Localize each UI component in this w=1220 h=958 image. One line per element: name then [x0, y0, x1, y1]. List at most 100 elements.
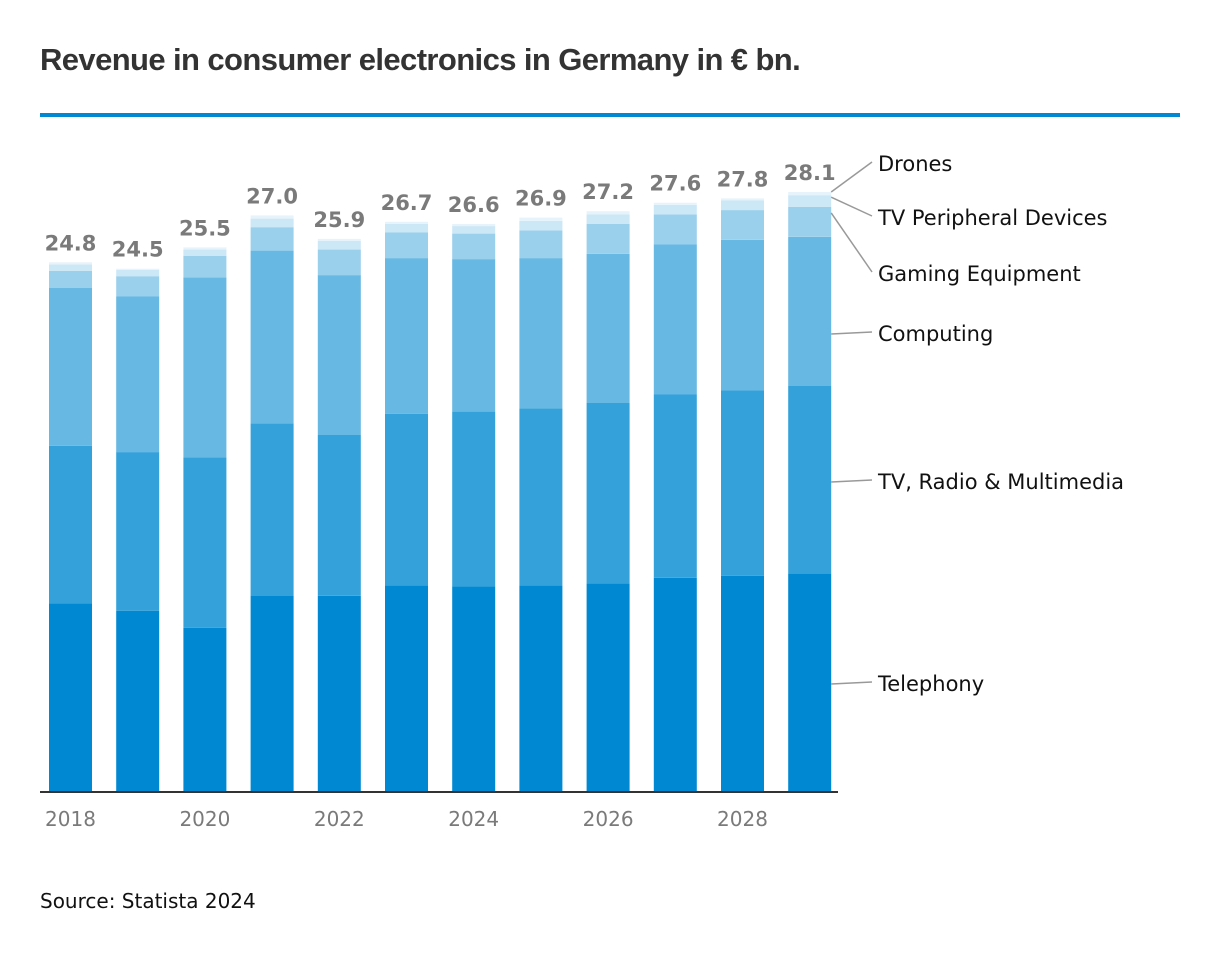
bar-segment-computing-2020 [183, 277, 227, 458]
bar-segment-tv-radio-multimedia-2020 [183, 457, 227, 628]
bar-segment-gaming-equipment-2026 [586, 224, 630, 254]
bar-segment-gaming-equipment-2023 [385, 232, 428, 259]
legend-label-computing: Computing [878, 322, 993, 346]
bar-segment-tv-peripheral-devices-2018 [49, 264, 92, 271]
bar-segment-telephony-2019 [116, 610, 160, 791]
bar-segment-gaming-equipment-2021 [250, 227, 294, 251]
bar-segment-tv-peripheral-devices-2019 [116, 269, 160, 277]
bar-segment-computing-2023 [385, 258, 428, 414]
total-label-2021: 27.0 [246, 184, 298, 208]
source-note: Source: Statista 2024 [40, 889, 256, 913]
bar-segment-computing-2019 [116, 296, 160, 453]
bar-segment-telephony-2029 [788, 573, 832, 791]
bar-segment-tv-peripheral-devices-2027 [653, 204, 697, 215]
bar-segment-telephony-2024 [452, 586, 496, 791]
bar-segment-drones-2024 [452, 224, 496, 227]
bar-segment-gaming-equipment-2019 [116, 276, 160, 297]
bar-segment-tv-radio-multimedia-2019 [116, 452, 160, 611]
legend-label-drones: Drones [878, 152, 952, 176]
bar-segment-computing-2028 [721, 240, 764, 391]
bar-segment-tv-radio-multimedia-2022 [317, 435, 361, 596]
bar-segment-telephony-2018 [49, 603, 92, 791]
bar-segment-computing-2024 [452, 259, 496, 412]
bar-segment-telephony-2027 [653, 577, 697, 791]
x-tick-label-2024: 2024 [448, 807, 499, 831]
bar-segment-tv-peripheral-devices-2026 [586, 214, 630, 224]
bar-segment-computing-2018 [49, 287, 92, 446]
bar-segment-tv-peripheral-devices-2021 [250, 218, 294, 228]
x-tick-labels-group: 2018 2020 2022 2024 2026 2028 [45, 807, 768, 831]
total-label-2018: 24.8 [45, 231, 97, 255]
bar-segment-drones-2029 [788, 192, 832, 196]
bar-segment-drones-2019 [116, 268, 160, 270]
bar-segment-drones-2023 [385, 221, 428, 224]
bar-segment-computing-2029 [788, 236, 832, 386]
total-label-2027: 27.6 [649, 172, 701, 196]
bar-segment-telephony-2021 [250, 596, 294, 791]
bar-segment-telephony-2028 [721, 575, 764, 791]
total-label-2020: 25.5 [179, 216, 231, 240]
bar-segment-tv-peripheral-devices-2023 [385, 224, 428, 233]
bar-segment-gaming-equipment-2018 [49, 270, 92, 288]
bar-segment-gaming-equipment-2025 [519, 230, 563, 259]
bar-segment-drones-2021 [250, 215, 294, 219]
x-tick-label-2018: 2018 [45, 807, 96, 831]
bar-segment-tv-radio-multimedia-2029 [788, 386, 832, 574]
bar-segment-tv-peripheral-devices-2024 [452, 226, 496, 234]
title-divider [40, 113, 1180, 117]
x-tick-label-2022: 2022 [314, 807, 365, 831]
total-label-2025: 26.9 [515, 187, 567, 211]
total-label-2019: 24.5 [112, 238, 164, 262]
bar-segment-tv-radio-multimedia-2028 [721, 390, 764, 576]
bar-segment-tv-radio-multimedia-2025 [519, 408, 563, 586]
total-label-2026: 27.2 [582, 180, 634, 204]
bar-segment-drones-2025 [519, 217, 563, 221]
bar-segment-tv-peripheral-devices-2028 [721, 200, 764, 211]
legend-label-tv-peripheral-devices: TV Peripheral Devices [877, 206, 1108, 230]
bar-segment-drones-2027 [653, 202, 697, 205]
bar-segment-telephony-2026 [586, 583, 630, 791]
bar-segment-tv-peripheral-devices-2025 [519, 220, 563, 231]
bar-segment-telephony-2023 [385, 585, 428, 791]
bar-segment-gaming-equipment-2022 [317, 249, 361, 276]
bar-segment-tv-radio-multimedia-2024 [452, 411, 496, 587]
bar-segment-computing-2025 [519, 258, 563, 409]
bar-segment-gaming-equipment-2028 [721, 210, 764, 240]
bar-segment-tv-radio-multimedia-2026 [586, 403, 630, 584]
total-labels-group: 24.8 24.5 25.5 27.0 25.9 26.7 26.6 26.9 27.2 27.6… [45, 161, 836, 262]
legend-label-tv-radio-multimedia: TV, Radio & Multimedia [877, 470, 1124, 494]
bar-segment-tv-radio-multimedia-2021 [250, 423, 294, 596]
leader-line-drones [830, 161, 873, 193]
leader-line-tv-radio-multimedia [831, 479, 873, 483]
bar-segment-tv-radio-multimedia-2023 [385, 413, 428, 586]
total-label-2022: 25.9 [313, 208, 365, 232]
x-tick-label-2026: 2026 [583, 807, 634, 831]
x-tick-label-2020: 2020 [179, 807, 230, 831]
bar-segment-tv-peripheral-devices-2029 [788, 195, 832, 207]
leader-line-tv-peripheral-devices [830, 196, 873, 217]
bar-segment-computing-2026 [586, 253, 630, 403]
bar-segment-computing-2027 [653, 244, 697, 395]
bar-segment-tv-peripheral-devices-2022 [317, 241, 361, 250]
total-label-2029: 28.1 [784, 161, 836, 185]
leader-line-computing [831, 331, 873, 335]
x-tick-label-2028: 2028 [717, 807, 768, 831]
bar-segment-gaming-equipment-2027 [653, 214, 697, 245]
total-label-2028: 27.8 [717, 167, 769, 191]
bar-segment-telephony-2025 [519, 585, 563, 791]
legend-group: Telephony TV, Radio & Multimedia Computing… [830, 152, 1124, 696]
total-label-2024: 26.6 [448, 193, 500, 217]
bar-segment-computing-2022 [317, 275, 361, 435]
bars-group [49, 192, 832, 791]
bar-segment-drones-2020 [183, 247, 227, 250]
bar-segment-gaming-equipment-2020 [183, 256, 227, 278]
bar-segment-drones-2028 [721, 198, 764, 201]
legend-label-telephony: Telephony [877, 672, 984, 696]
bar-segment-computing-2021 [250, 250, 294, 424]
bar-segment-telephony-2022 [317, 596, 361, 791]
bar-segment-gaming-equipment-2024 [452, 233, 496, 260]
bar-segment-tv-radio-multimedia-2027 [653, 394, 697, 578]
bar-segment-tv-peripheral-devices-2020 [183, 249, 227, 256]
bar-segment-telephony-2020 [183, 627, 227, 791]
